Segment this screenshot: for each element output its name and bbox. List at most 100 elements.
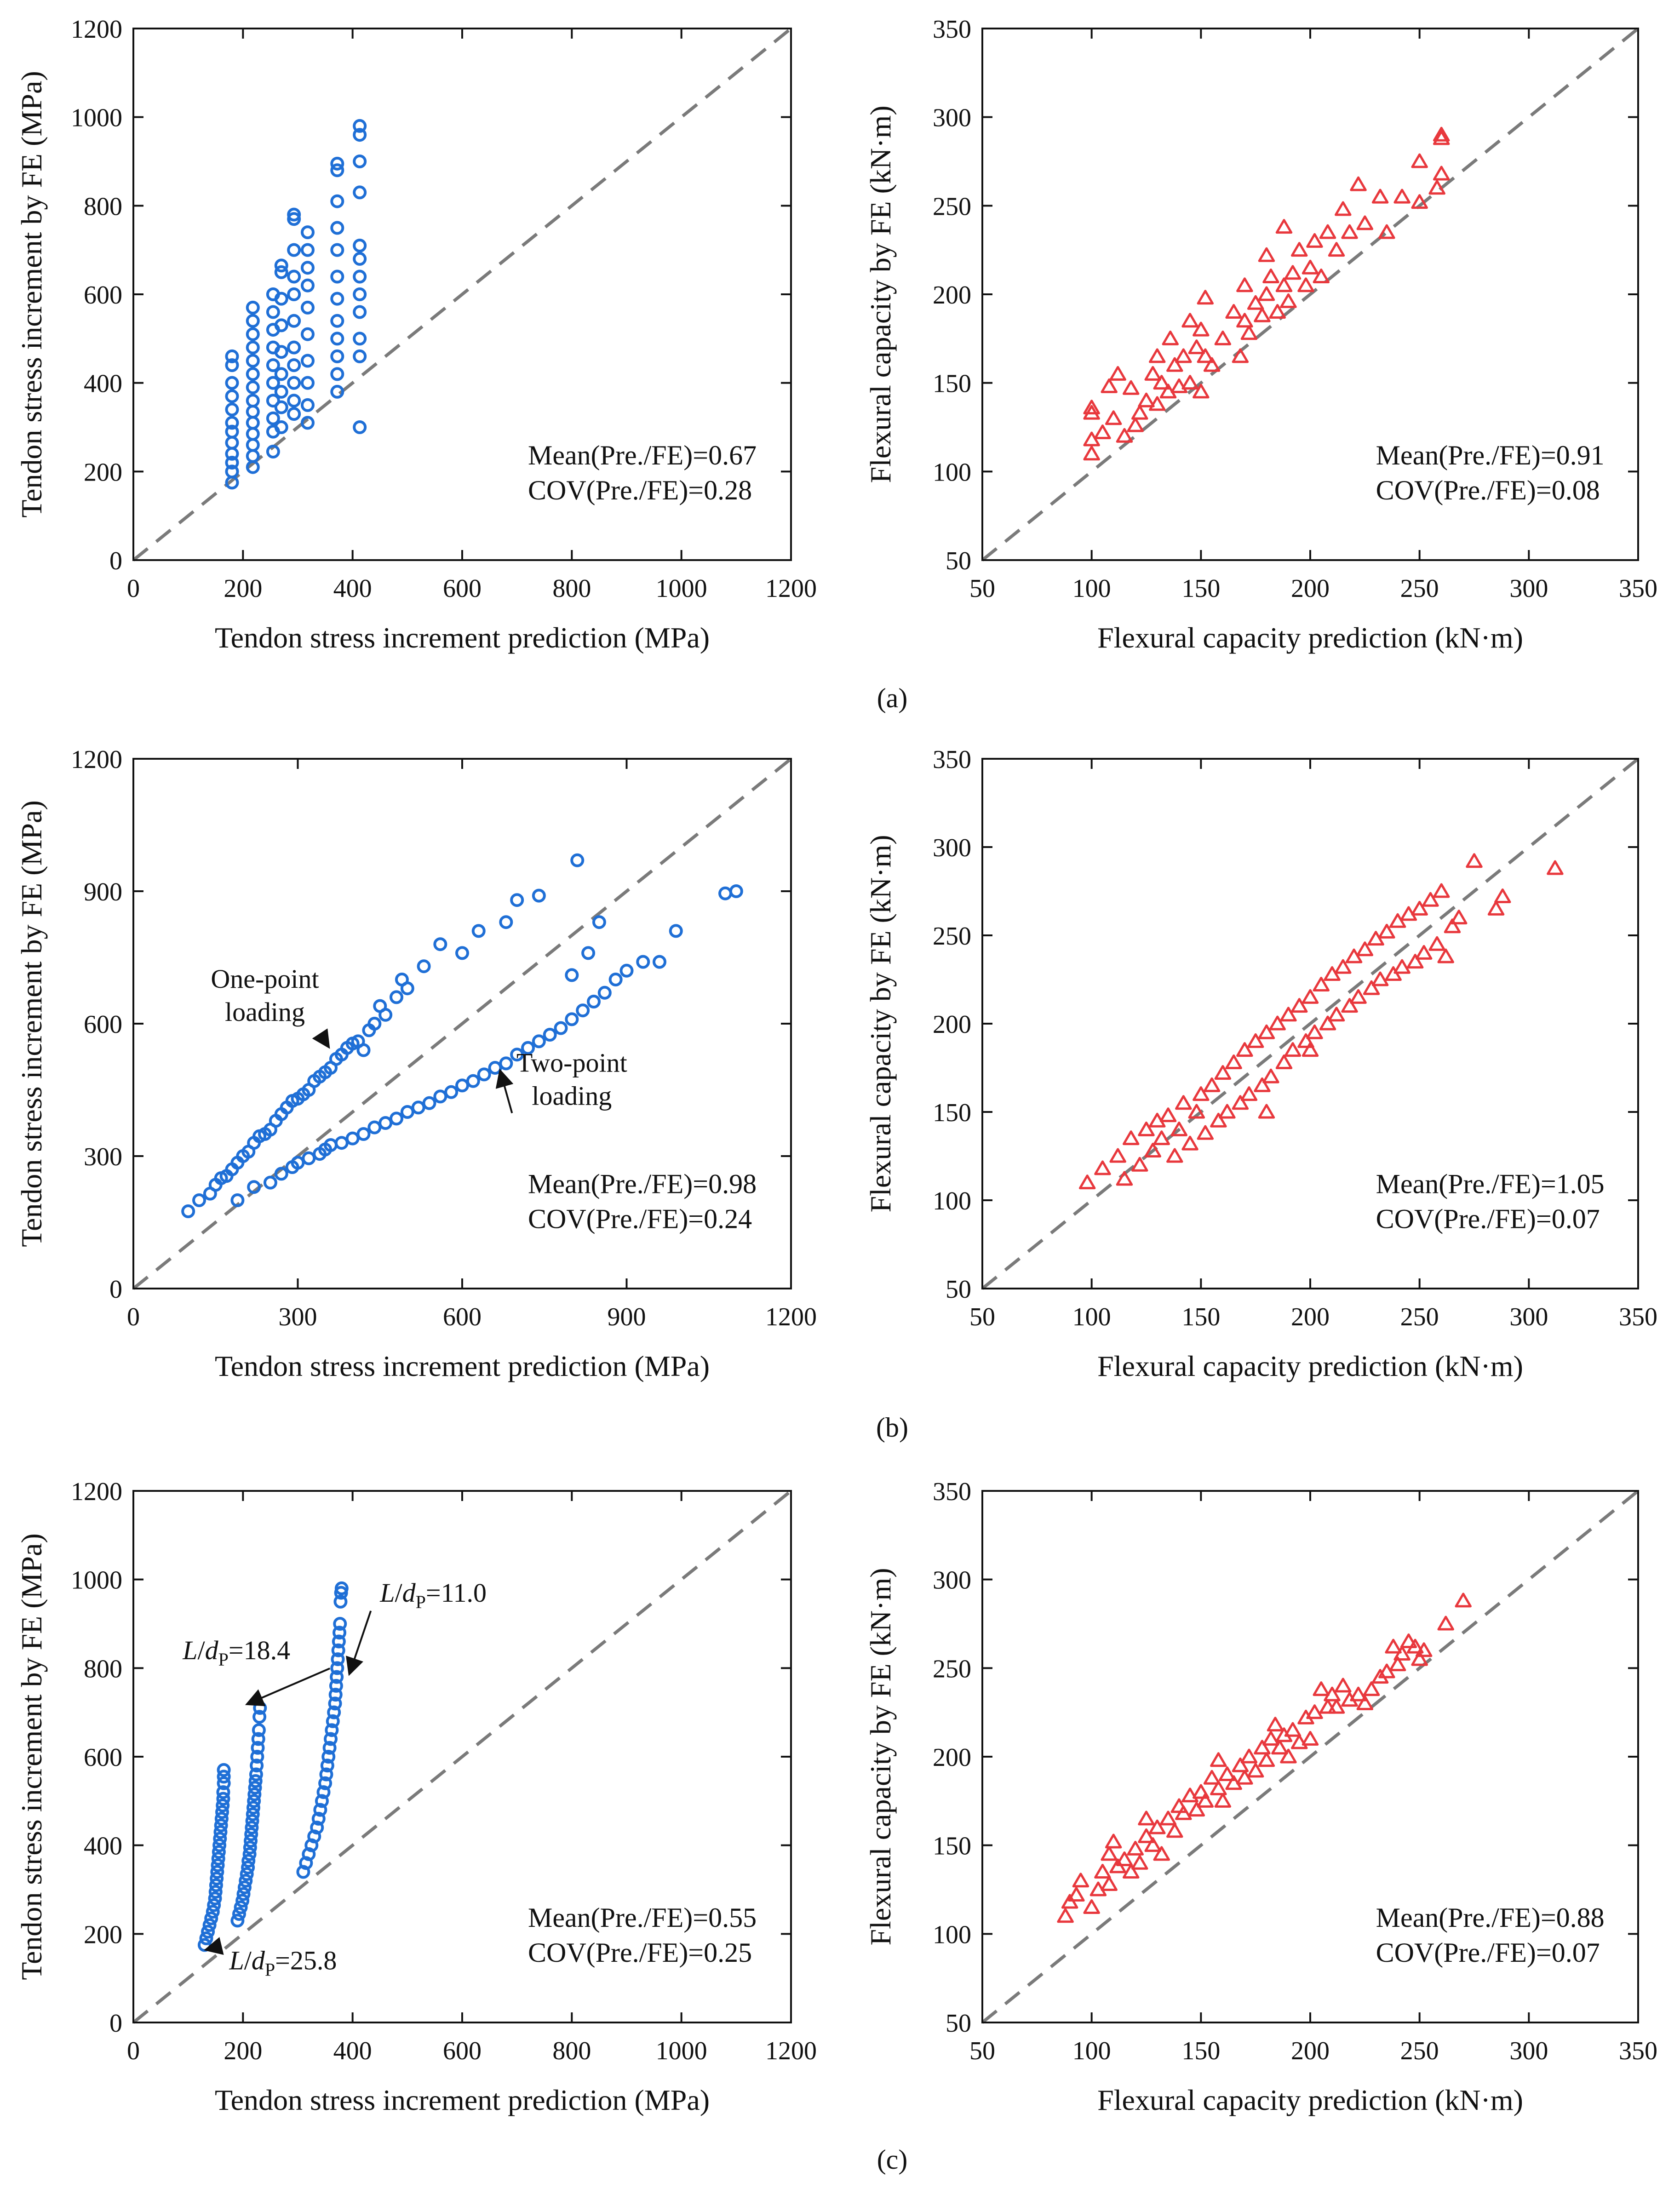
data-point <box>216 1792 230 1806</box>
data-point <box>244 1827 258 1841</box>
data-point <box>252 1723 266 1737</box>
x-tick-label: 1200 <box>765 2037 817 2065</box>
data-point <box>1258 1024 1275 1039</box>
data-point <box>242 1847 257 1861</box>
data-point <box>729 884 743 898</box>
stat-mean: Mean(Pre./FE)=0.67 <box>528 440 757 470</box>
x-axis-label: Tendon stress increment prediction (MPa) <box>215 621 710 654</box>
annotation-ratio-label: L/dP=18.4 <box>182 1635 290 1670</box>
data-point <box>1188 1802 1205 1817</box>
data-point <box>1116 1851 1133 1866</box>
data-point <box>318 1776 333 1790</box>
data-point <box>353 128 367 142</box>
anno-italic-L: L <box>229 1945 244 1975</box>
data-point <box>330 1670 344 1684</box>
data-point <box>1203 1077 1221 1092</box>
data-point <box>225 464 239 479</box>
anno-subscript: P <box>265 1959 275 1980</box>
data-point <box>1280 1007 1297 1022</box>
annotation-ratio-label: L/dP=11.0 <box>379 1578 487 1612</box>
data-point <box>1149 1819 1166 1834</box>
data-point <box>287 207 301 222</box>
data-point <box>300 327 315 341</box>
data-point <box>274 384 288 399</box>
data-point <box>1101 1846 1118 1861</box>
data-point <box>287 269 301 284</box>
data-point <box>1378 224 1395 239</box>
data-point <box>378 1116 393 1130</box>
data-point <box>225 435 239 450</box>
annotation-label-line2: loading <box>225 997 305 1027</box>
stat-cov: COV(Pre./FE)=0.24 <box>528 1204 752 1234</box>
data-point <box>1122 1130 1140 1146</box>
y-tick-label: 200 <box>933 1010 971 1039</box>
data-point <box>1214 1065 1232 1080</box>
data-point <box>287 358 301 372</box>
data-point <box>1356 941 1374 957</box>
data-point <box>619 963 634 978</box>
data-point <box>1116 1171 1133 1186</box>
data-point <box>246 327 260 341</box>
data-point <box>234 1900 248 1914</box>
data-point <box>1280 1748 1297 1764</box>
data-point <box>212 1838 227 1852</box>
data-point <box>1275 1054 1293 1069</box>
data-point <box>1109 366 1126 381</box>
data-point <box>1422 892 1439 907</box>
data-point <box>300 278 315 292</box>
data-point <box>1393 1646 1411 1661</box>
data-point <box>570 853 585 867</box>
data-point <box>1415 1642 1433 1657</box>
data-point <box>1138 1828 1155 1843</box>
data-point <box>1290 998 1308 1013</box>
data-point <box>353 420 367 434</box>
data-point <box>246 427 260 441</box>
data-point <box>1290 1734 1308 1749</box>
y-tick-label: 350 <box>933 1478 971 1506</box>
data-point <box>246 354 260 368</box>
x-tick-label: 250 <box>1400 1303 1439 1331</box>
y-tick-label: 100 <box>933 1920 971 1949</box>
data-point <box>1428 936 1445 951</box>
data-point <box>444 1085 459 1099</box>
data-point <box>1371 971 1389 986</box>
y-tick-label: 0 <box>109 1275 122 1304</box>
data-point <box>1144 1837 1162 1852</box>
y-tick-label: 200 <box>84 458 122 487</box>
y-axis-label: Flexural capacity by FE (kN·m) <box>864 105 897 483</box>
data-point <box>669 924 683 938</box>
x-tick-label: 250 <box>1400 2037 1439 2065</box>
data-point <box>1306 1704 1323 1719</box>
data-point <box>1297 277 1314 292</box>
x-tick-label: 300 <box>1509 574 1548 603</box>
data-point <box>333 1594 348 1609</box>
data-point <box>1197 1793 1214 1808</box>
data-point <box>532 1034 546 1048</box>
data-point <box>1269 304 1286 319</box>
data-point <box>1389 1656 1406 1672</box>
data-point <box>477 1067 491 1082</box>
data-point <box>455 1078 469 1093</box>
data-point <box>1433 883 1450 898</box>
data-point <box>266 444 280 458</box>
y-tick-label: 150 <box>933 1832 971 1861</box>
data-point <box>1210 1752 1227 1767</box>
y-tick-label: 300 <box>933 834 971 862</box>
chart-c-right: 50 100 150 200 250 300 350 50 100 150 200 250 300 350… <box>864 1478 1657 2116</box>
data-point <box>1144 1142 1162 1157</box>
data-point <box>422 1096 436 1110</box>
data-point <box>1450 910 1468 925</box>
data-point <box>1280 293 1297 308</box>
data-point <box>1127 417 1144 432</box>
data-point <box>1236 277 1253 292</box>
annotation-arrow <box>245 1667 331 1707</box>
data-point <box>287 212 301 226</box>
data-point <box>246 340 260 355</box>
reference-line-y-equals-x <box>132 27 792 561</box>
annotation-arrow <box>495 1068 514 1113</box>
x-tick-label: 1200 <box>765 1303 817 1331</box>
annotation-label: One-point <box>211 964 319 994</box>
data-point <box>1193 321 1210 337</box>
y-tick-label: 300 <box>933 104 971 132</box>
data-point <box>1313 977 1330 992</box>
